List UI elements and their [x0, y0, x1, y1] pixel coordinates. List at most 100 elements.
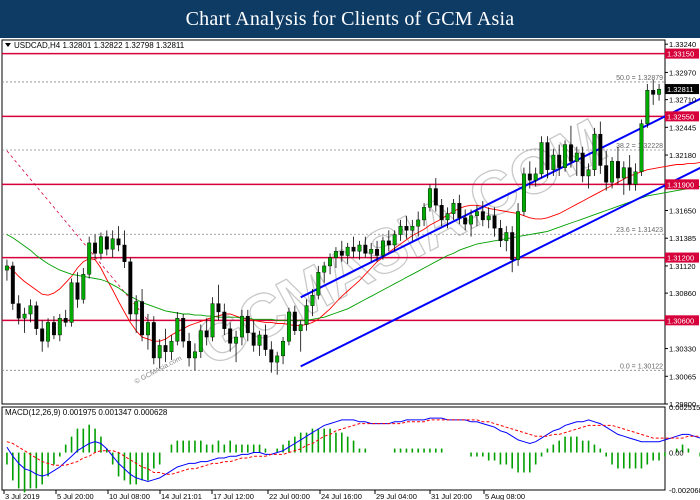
- x-tick-label: 3 Jul 2019: [5, 492, 40, 500]
- candle: [157, 339, 162, 369]
- candle-body: [516, 211, 521, 260]
- symbol-info: USDCAD,H4 1.32801 1.32822 1.32798 1.3281…: [14, 41, 185, 50]
- candle-body: [322, 265, 327, 273]
- macd-info: MACD(12,26,9) 0.001975 0.001347 0.000628: [5, 408, 168, 417]
- candle-body: [510, 232, 515, 260]
- candle: [557, 144, 562, 176]
- candle: [63, 309, 68, 327]
- chart-area: GCMASIA.COM© GCMAsia.com 50.0 = 1.328793…: [0, 38, 700, 500]
- candle-body: [175, 318, 180, 342]
- candle: [574, 146, 579, 176]
- candle-body: [304, 305, 309, 325]
- x-tick-label: 5 Aug 08:00: [485, 492, 525, 500]
- y-tick-label: 1.29800: [669, 400, 696, 409]
- candle: [304, 299, 309, 331]
- candle-body: [245, 315, 250, 334]
- candle-body: [216, 303, 221, 313]
- candle-body: [498, 228, 503, 242]
- candle: [228, 322, 233, 352]
- candle-body: [545, 142, 550, 170]
- candle: [610, 157, 615, 189]
- candle: [292, 305, 297, 335]
- candle: [516, 203, 521, 266]
- candle-body: [134, 301, 139, 315]
- candle: [416, 211, 421, 237]
- candle-body: [357, 244, 362, 252]
- candle-body: [604, 165, 609, 183]
- candle-body: [57, 318, 62, 336]
- candle-body: [398, 225, 403, 235]
- candle: [145, 314, 150, 350]
- signal-line: [6, 419, 700, 475]
- ma-fast-line: [6, 161, 700, 342]
- candle: [469, 209, 474, 237]
- candle-body: [416, 219, 421, 227]
- candle-body: [504, 232, 509, 242]
- candle-body: [328, 257, 333, 267]
- trend-dashed-line: [6, 150, 149, 321]
- candle: [257, 330, 262, 356]
- dropdown-triangle-icon[interactable]: [5, 43, 11, 47]
- candle: [592, 127, 597, 176]
- candle: [422, 203, 427, 227]
- y-tick-label: 1.31650: [669, 206, 696, 215]
- candle-body: [251, 332, 256, 346]
- candle: [187, 332, 192, 367]
- candle: [198, 324, 203, 358]
- candle: [533, 167, 538, 187]
- candle: [110, 230, 115, 258]
- candle-body: [275, 355, 280, 363]
- candle: [351, 236, 356, 258]
- candle: [22, 307, 27, 333]
- header-banner: Chart Analysis for Clients of GCM Asia: [0, 0, 700, 38]
- candle: [633, 163, 638, 191]
- candle: [427, 184, 432, 212]
- candle-body: [380, 240, 385, 256]
- candle-body: [539, 142, 544, 175]
- candle: [93, 234, 98, 260]
- level-price-box: [665, 48, 699, 59]
- candle: [140, 288, 145, 342]
- candle: [4, 259, 9, 281]
- candle: [357, 240, 362, 260]
- candle: [216, 284, 221, 321]
- fib-label: 0.0 = 1.30122: [620, 363, 663, 370]
- macd-y-tick-label: 0.00: [669, 449, 684, 458]
- candle: [363, 236, 368, 258]
- candle: [16, 295, 21, 325]
- candle-body: [557, 154, 562, 168]
- candle-body: [75, 282, 80, 300]
- candle: [563, 140, 568, 172]
- candle-body: [574, 152, 579, 162]
- candle: [269, 341, 274, 373]
- candle: [40, 320, 45, 352]
- candle: [234, 330, 239, 363]
- candle-body: [316, 272, 321, 296]
- candle: [310, 288, 315, 317]
- candle-body: [204, 330, 209, 338]
- candle: [275, 351, 280, 375]
- y-tick-label: 1.33240: [669, 40, 696, 49]
- x-tick-label: 22 Jul 00:00: [269, 492, 310, 500]
- candle-body: [234, 336, 239, 344]
- level-price-label: 1.33150: [667, 50, 694, 59]
- candle: [169, 334, 174, 361]
- candle: [69, 278, 74, 327]
- candle: [627, 155, 632, 191]
- candle: [192, 343, 197, 371]
- candle: [392, 230, 397, 252]
- candle-body: [116, 238, 121, 246]
- candle: [322, 261, 327, 283]
- candle-body: [439, 205, 444, 221]
- candle-body: [51, 322, 56, 336]
- candle-body: [392, 234, 397, 246]
- candle: [51, 316, 56, 340]
- candle: [116, 226, 121, 252]
- candle-body: [22, 313, 27, 319]
- candle: [645, 83, 650, 128]
- candle: [87, 236, 92, 279]
- candle: [474, 205, 479, 227]
- candle: [451, 198, 456, 220]
- candle-body: [10, 265, 15, 304]
- candle: [151, 316, 156, 365]
